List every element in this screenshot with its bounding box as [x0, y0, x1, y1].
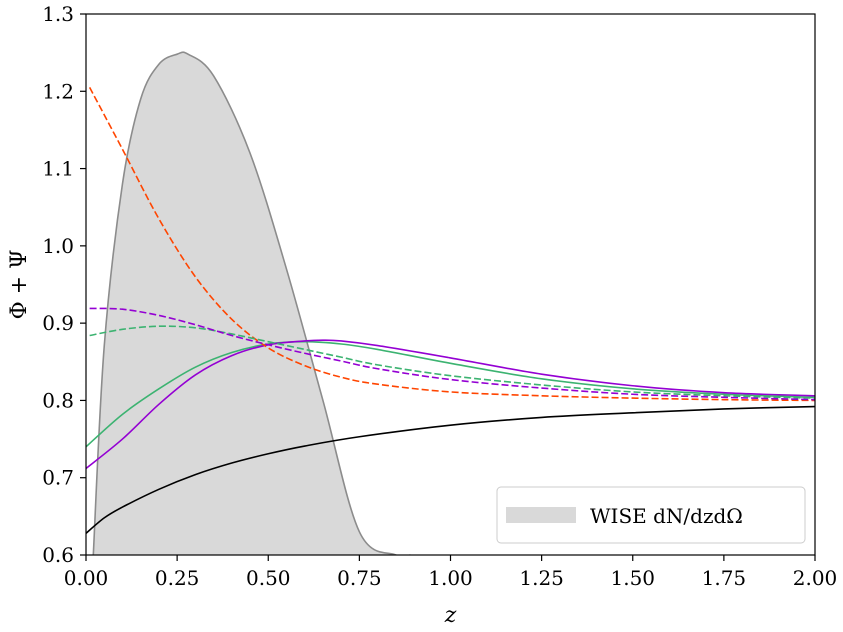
ticks: 0.00 0.25 0.50 0.75 1.00 1.25 1.50 1.75 2.00 0.6 0…: [42, 2, 837, 590]
y-axis-label: Φ + Ψ: [7, 250, 32, 320]
y-tick-label: 0.9: [42, 311, 74, 335]
x-tick-label: 2.00: [793, 566, 838, 590]
y-tick-label: 1.3: [42, 2, 74, 26]
legend: WISE dN/dzdΩ: [496, 486, 806, 544]
legend-swatch: [506, 507, 576, 523]
series-line-green-solid: [86, 340, 815, 448]
x-axis-label: z: [444, 603, 457, 628]
x-tick-label: 1.00: [428, 566, 473, 590]
series-line-purple-dashed: [89, 307, 815, 401]
x-tick-label: 0.25: [155, 566, 200, 590]
wise-distribution-area: [93, 52, 411, 555]
x-tick-label: 1.75: [702, 566, 747, 590]
plot-content: [86, 51, 815, 555]
series-line-orange-dashed: [88, 87, 815, 402]
y-tick-label: 0.6: [42, 543, 74, 567]
legend-box: [496, 486, 806, 544]
y-tick-label: 1.1: [42, 157, 74, 181]
x-tick-label: 1.50: [610, 566, 655, 590]
series-line-green-dashed: [89, 325, 815, 399]
wise-distribution-edge: [92, 51, 411, 555]
x-tick-label: 1.25: [519, 566, 564, 590]
legend-label: WISE dN/dzdΩ: [590, 504, 743, 528]
y-tick-label: 0.7: [42, 466, 74, 490]
series-line-black-solid: [86, 405, 815, 534]
y-tick-label: 1.0: [42, 234, 74, 258]
y-tick-label: 0.8: [42, 388, 74, 412]
x-tick-label: 0.00: [64, 566, 109, 590]
x-tick-label: 0.50: [246, 566, 291, 590]
y-tick-label: 1.2: [42, 79, 74, 103]
series-line-purple-solid: [86, 339, 815, 470]
x-tick-label: 0.75: [337, 566, 382, 590]
